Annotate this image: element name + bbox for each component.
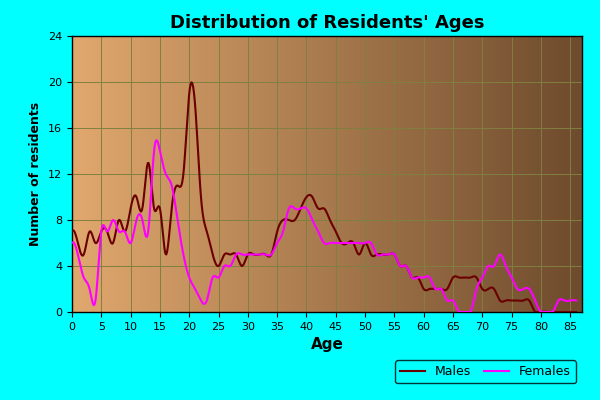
Females xyxy=(199,300,206,305)
Males xyxy=(572,310,580,314)
X-axis label: Age: Age xyxy=(311,337,343,352)
Males xyxy=(298,205,305,210)
Females xyxy=(572,298,580,303)
Line: Males: Males xyxy=(72,82,576,312)
Males xyxy=(367,250,374,255)
Males xyxy=(406,270,413,275)
Legend: Males, Females: Males, Females xyxy=(395,360,576,383)
Females xyxy=(449,298,456,302)
Males xyxy=(532,310,539,314)
Title: Distribution of Residents' Ages: Distribution of Residents' Ages xyxy=(170,14,484,32)
Males xyxy=(449,276,456,281)
Females xyxy=(367,240,374,244)
Females xyxy=(298,206,305,211)
Females xyxy=(158,158,166,163)
Y-axis label: Number of residents: Number of residents xyxy=(29,102,43,246)
Males xyxy=(68,229,76,234)
Females xyxy=(152,138,160,143)
Females xyxy=(68,240,76,245)
Males xyxy=(158,215,165,220)
Line: Females: Females xyxy=(72,140,576,312)
Males xyxy=(188,80,195,85)
Females xyxy=(455,310,463,314)
Females xyxy=(406,270,413,275)
Males xyxy=(199,209,206,214)
